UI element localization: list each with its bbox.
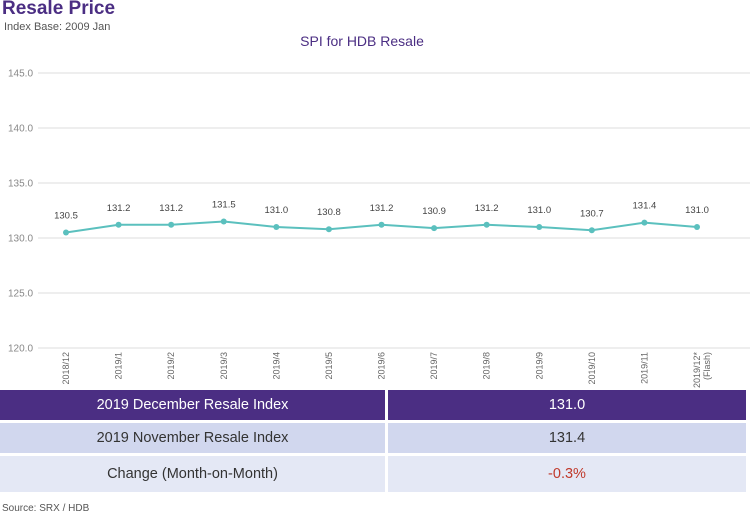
data-point bbox=[483, 221, 490, 228]
data-label: 131.2 bbox=[370, 203, 394, 214]
y-tick-label: 130.0 bbox=[8, 234, 33, 245]
x-tick-label: 2019/11 bbox=[639, 352, 649, 384]
data-point bbox=[63, 229, 69, 236]
data-label: 131.5 bbox=[212, 200, 236, 211]
row-separator bbox=[0, 453, 746, 456]
row-separator bbox=[0, 420, 746, 423]
data-label: 130.8 bbox=[317, 207, 341, 218]
data-label: 130.5 bbox=[54, 211, 78, 222]
x-tick-label: 2019/12* bbox=[692, 352, 702, 389]
y-tick-label: 125.0 bbox=[8, 289, 33, 300]
row-value-current: 131.0 bbox=[388, 390, 746, 420]
data-label: 131.0 bbox=[264, 205, 288, 216]
x-tick-label: 2019/2 bbox=[166, 352, 176, 380]
data-points bbox=[63, 218, 700, 236]
data-point bbox=[115, 221, 122, 228]
data-labels: 130.5 131.2 131.2 131.5 131.0 130.8 131.2 130.9… bbox=[54, 200, 709, 222]
y-tick-label: 135.0 bbox=[8, 179, 33, 190]
y-tick-label: 145.0 bbox=[8, 69, 33, 80]
row-value-previous: 131.4 bbox=[388, 423, 746, 453]
page-subtitle: Index Base: 2009 Jan bbox=[4, 21, 111, 33]
data-label: 131.0 bbox=[685, 205, 709, 216]
x-tick-label: 2019/4 bbox=[271, 352, 281, 380]
x-tick-label: 2019/8 bbox=[482, 352, 492, 380]
data-point bbox=[273, 224, 280, 230]
data-point bbox=[325, 226, 332, 233]
gridlines bbox=[38, 72, 750, 349]
row-label-change: Change (Month-on-Month) bbox=[0, 456, 385, 492]
y-tick-label: 120.0 bbox=[8, 344, 33, 355]
data-label: 131.0 bbox=[527, 205, 551, 216]
x-tick-label: 2019/9 bbox=[534, 352, 544, 380]
data-point bbox=[378, 221, 385, 228]
table-row: 2019 December Resale Index 131.0 bbox=[0, 390, 746, 420]
x-tick-label: 2019/10 bbox=[587, 352, 597, 385]
cell-gap bbox=[385, 456, 388, 492]
data-label: 130.9 bbox=[422, 206, 446, 217]
data-label: 131.2 bbox=[159, 203, 183, 214]
data-point bbox=[694, 224, 700, 230]
table-row: Change (Month-on-Month) -0.3% bbox=[0, 456, 746, 492]
page-title: Resale Price bbox=[2, 0, 116, 19]
row-label-current: 2019 December Resale Index bbox=[0, 390, 385, 420]
data-point bbox=[220, 218, 227, 225]
data-label: 130.7 bbox=[580, 208, 604, 219]
data-label: 131.4 bbox=[633, 201, 657, 212]
y-tick-label: 140.0 bbox=[8, 124, 33, 135]
summary-table: 2019 December Resale Index 131.0 2019 No… bbox=[0, 390, 746, 492]
x-axis-ticks: 2018/12 2019/1 2019/2 2019/3 2019/4 2019/5 201… bbox=[61, 352, 712, 389]
data-label: 131.2 bbox=[475, 203, 499, 214]
cell-gap bbox=[385, 423, 388, 453]
y-axis-ticks: 120.0 125.0 130.0 135.0 140.0 145.0 bbox=[8, 69, 33, 355]
x-tick-label: 2019/6 bbox=[377, 352, 387, 380]
row-value-change: -0.3% bbox=[388, 456, 746, 492]
x-tick-label: 2019/3 bbox=[219, 352, 229, 380]
x-tick-label: 2019/7 bbox=[429, 352, 439, 380]
table-row: 2019 November Resale Index 131.4 bbox=[0, 423, 746, 453]
x-tick-label: 2019/1 bbox=[114, 352, 124, 380]
data-point bbox=[536, 224, 543, 230]
x-tick-label: 2019/5 bbox=[324, 352, 334, 380]
cell-gap bbox=[385, 390, 388, 420]
x-tick-label: 2018/12 bbox=[61, 352, 71, 385]
data-label: 131.2 bbox=[107, 203, 131, 214]
data-point bbox=[168, 221, 175, 228]
source-note: Source: SRX / HDB bbox=[2, 503, 90, 514]
data-point bbox=[431, 225, 438, 232]
data-point bbox=[588, 227, 595, 234]
data-point bbox=[641, 219, 648, 226]
row-label-previous: 2019 November Resale Index bbox=[0, 423, 385, 453]
line-chart: SPI for HDB Resale 120.0125.0130.0135.01… bbox=[8, 33, 750, 389]
chart-title: SPI for HDB Resale bbox=[300, 33, 424, 49]
x-tick-sublabel: (Flash) bbox=[702, 352, 712, 380]
